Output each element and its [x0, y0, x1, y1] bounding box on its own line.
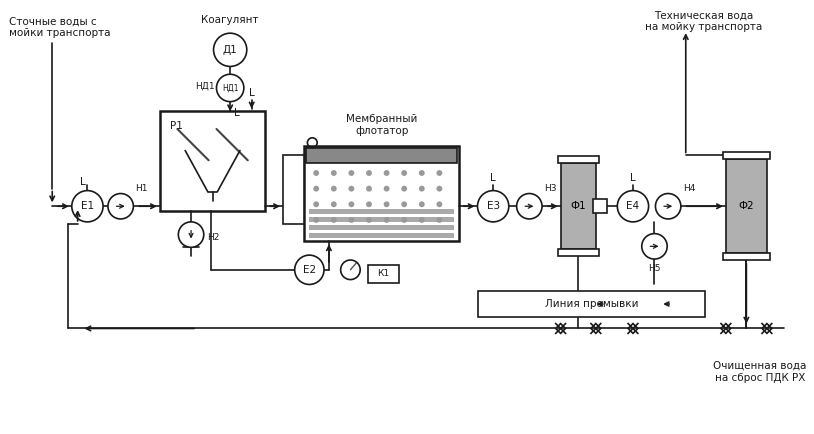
Circle shape — [348, 201, 354, 207]
Circle shape — [383, 201, 390, 207]
Circle shape — [330, 170, 337, 176]
Text: на сброс ПДК РХ: на сброс ПДК РХ — [715, 373, 805, 384]
Text: Ф2: Ф2 — [738, 201, 755, 211]
Circle shape — [313, 201, 319, 207]
Circle shape — [348, 170, 354, 176]
Circle shape — [366, 186, 372, 191]
Circle shape — [478, 191, 509, 222]
Text: НД1: НД1 — [195, 82, 215, 91]
Circle shape — [436, 217, 442, 223]
Bar — [309, 233, 454, 237]
Text: L: L — [630, 173, 636, 183]
Text: К1: К1 — [378, 269, 390, 278]
Text: Е1: Е1 — [81, 201, 94, 211]
Circle shape — [383, 217, 390, 223]
Text: L: L — [80, 177, 85, 187]
Text: на мойку транспорта: на мойку транспорта — [645, 23, 762, 33]
Bar — [304, 146, 459, 241]
Circle shape — [401, 201, 407, 207]
Bar — [283, 155, 304, 224]
Circle shape — [436, 201, 442, 207]
Bar — [309, 209, 454, 214]
Circle shape — [330, 217, 337, 223]
Bar — [726, 159, 767, 253]
Text: Сточные воды с
мойки транспорта: Сточные воды с мойки транспорта — [9, 16, 111, 38]
Circle shape — [330, 186, 337, 191]
Circle shape — [348, 186, 354, 191]
Circle shape — [313, 217, 319, 223]
Circle shape — [419, 170, 425, 176]
Bar — [306, 148, 457, 163]
Text: Мембранный
флотатор: Мембранный флотатор — [346, 114, 418, 136]
Text: Е2: Е2 — [303, 265, 316, 275]
Circle shape — [366, 217, 372, 223]
Text: Н5: Н5 — [648, 264, 661, 273]
Text: Е4: Е4 — [627, 201, 640, 211]
Circle shape — [295, 255, 324, 284]
Bar — [723, 253, 770, 260]
Text: Техническая вода: Техническая вода — [654, 11, 753, 21]
Bar — [558, 156, 599, 163]
Circle shape — [641, 233, 667, 259]
Circle shape — [178, 222, 204, 247]
Circle shape — [108, 194, 133, 219]
Text: Н3: Н3 — [544, 184, 557, 193]
Text: Линия промывки: Линия промывки — [545, 299, 639, 309]
Bar — [593, 199, 606, 213]
Bar — [309, 217, 454, 222]
Circle shape — [313, 170, 319, 176]
Circle shape — [383, 186, 390, 191]
Bar — [368, 265, 400, 283]
Text: Н4: Н4 — [683, 184, 695, 193]
Circle shape — [72, 191, 103, 222]
Text: Коагулянт: Коагулянт — [201, 15, 259, 25]
Text: Очищенная вода: Очищенная вода — [713, 361, 807, 371]
Circle shape — [401, 170, 407, 176]
Text: НД1: НД1 — [222, 83, 239, 92]
Circle shape — [313, 186, 319, 191]
Circle shape — [401, 186, 407, 191]
Circle shape — [419, 217, 425, 223]
Circle shape — [366, 201, 372, 207]
Bar — [309, 225, 454, 230]
Bar — [723, 152, 770, 159]
Circle shape — [383, 170, 390, 176]
Text: L: L — [234, 108, 240, 118]
Bar — [479, 291, 705, 317]
Text: Р1: Р1 — [169, 121, 182, 131]
Text: Д1: Д1 — [223, 45, 238, 55]
Circle shape — [217, 74, 244, 102]
Bar — [160, 112, 265, 211]
Circle shape — [366, 170, 372, 176]
Circle shape — [517, 194, 542, 219]
Circle shape — [436, 170, 442, 176]
Text: L: L — [249, 88, 255, 98]
Circle shape — [655, 194, 681, 219]
Circle shape — [436, 186, 442, 191]
Circle shape — [617, 191, 649, 222]
Text: Ф1: Ф1 — [571, 201, 586, 211]
Circle shape — [348, 217, 354, 223]
Text: Е3: Е3 — [487, 201, 500, 211]
Circle shape — [330, 201, 337, 207]
Circle shape — [401, 217, 407, 223]
Text: L: L — [490, 173, 496, 183]
Circle shape — [213, 33, 247, 66]
Bar — [561, 163, 596, 249]
Bar — [558, 249, 599, 256]
Text: Н1: Н1 — [135, 184, 148, 193]
Circle shape — [419, 186, 425, 191]
Text: Н2: Н2 — [207, 233, 219, 242]
Circle shape — [419, 201, 425, 207]
